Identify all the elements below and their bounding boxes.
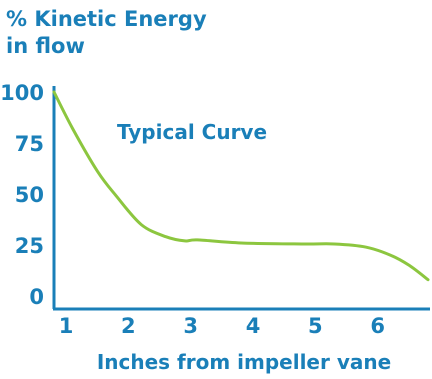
x-axis-title: Inches from impeller vane (97, 350, 391, 374)
x-tick-label: 2 (121, 314, 136, 338)
x-tick-label: 6 (370, 314, 385, 338)
x-tick-label: 1 (59, 314, 74, 338)
y-axis-title-line-2: in flow (6, 34, 85, 58)
x-tick-label: 5 (308, 314, 323, 338)
y-tick-label: 100 (0, 81, 44, 105)
series-line (52, 90, 430, 282)
x-tick-labels: 1234567 (59, 314, 385, 338)
y-tick-labels: 0 25 50 75 100 (0, 81, 44, 309)
y-tick-label: 25 (15, 234, 44, 258)
typical-curve-label: Typical Curve (117, 120, 267, 144)
x-tick-label: 3 (183, 314, 198, 338)
y-tick-label: 0 (29, 285, 44, 309)
y-axis-title-line-1: % Kinetic Energy (6, 7, 207, 31)
y-tick-label: 75 (15, 132, 44, 156)
y-tick-label: 50 (15, 183, 44, 207)
x-tick-label: 4 (246, 314, 261, 338)
